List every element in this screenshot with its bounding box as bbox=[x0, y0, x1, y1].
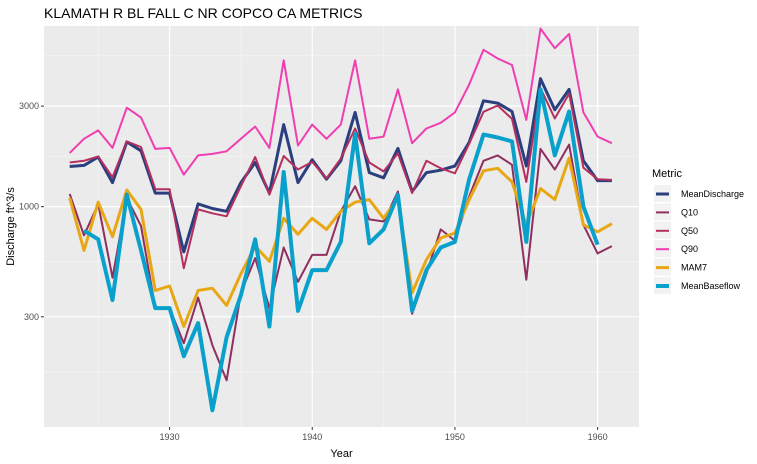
legend: Metric MeanDischarge Q10 Q50 Q90 MAM7 MeanBas… bbox=[652, 168, 744, 294]
y-tick-label: 300 bbox=[24, 312, 39, 322]
y-axis: 300 1000 3000 bbox=[19, 101, 44, 322]
x-tick-label: 1940 bbox=[302, 432, 322, 442]
series-line-q50 bbox=[69, 87, 612, 270]
x-tick-label: 1930 bbox=[160, 432, 180, 442]
x-tick-label: 1960 bbox=[588, 432, 608, 442]
series-line-meandischarge bbox=[69, 77, 612, 254]
series-line-meanbaseflow bbox=[82, 87, 600, 413]
legend-label: MeanBaseflow bbox=[681, 281, 741, 291]
x-axis-title: Year bbox=[330, 448, 353, 460]
legend-label: Q90 bbox=[681, 244, 698, 254]
chart-title: KLAMATH R BL FALL C NR COPCO CA METRICS bbox=[44, 5, 362, 21]
x-tick-label: 1950 bbox=[445, 432, 465, 442]
series-lines bbox=[68, 27, 613, 413]
grid bbox=[44, 26, 639, 427]
legend-label: MAM7 bbox=[681, 263, 707, 273]
legend-label: Q50 bbox=[681, 226, 698, 236]
y-tick-label: 1000 bbox=[19, 202, 39, 212]
y-axis-title: Discharge ft^3/s bbox=[5, 187, 17, 266]
series-line-q90 bbox=[68, 27, 613, 176]
y-tick-label: 3000 bbox=[19, 101, 39, 111]
legend-label: Q10 bbox=[681, 207, 698, 217]
legend-title: Metric bbox=[652, 168, 682, 180]
x-axis: 1930 1940 1950 1960 bbox=[160, 427, 608, 442]
legend-label: MeanDischarge bbox=[681, 189, 744, 199]
